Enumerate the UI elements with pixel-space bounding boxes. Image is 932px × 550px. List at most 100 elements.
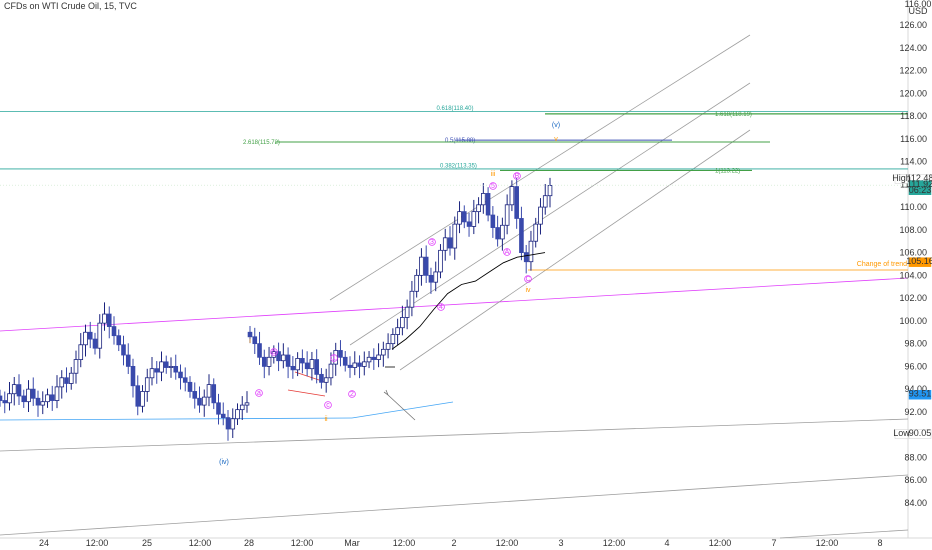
fib-label: 0.618(118.40) [437,106,474,112]
blue-support-2 [351,401,454,419]
candle-body [419,256,424,276]
candle-body [528,240,534,263]
y-tick-label: 102.00 [899,293,927,303]
wave-label: 2 [350,391,354,398]
candle-body [314,359,319,375]
candle-body [533,223,539,242]
candle-body [30,388,36,399]
lower-trend-line-3 [779,529,909,539]
fib-label: 0.382(113.35) [440,163,477,169]
candle-body [276,351,281,362]
candle-body [206,384,212,398]
candle-body [211,384,217,404]
candle-body [182,377,188,383]
candle-body [376,354,381,360]
x-tick-label: 4 [664,538,669,548]
chart-title: CFDs on WTI Crude Oil, 15, TVC [4,1,137,11]
candle-body [192,391,198,399]
candle-body [106,313,112,327]
lower-trend-line-2 [0,474,909,536]
x-tick-label: 12:00 [291,538,314,548]
candle-body [78,344,84,360]
candle-body [235,409,240,420]
price-tag-box [908,180,932,195]
candle-body [357,362,362,367]
candle-body [542,195,548,208]
y-tick-label: 100.00 [899,316,927,326]
candle-body [73,359,79,374]
candle-body [481,193,486,206]
y-top-label: 116.00 [905,0,932,9]
wave-text: (iv) [219,459,229,466]
y-tick-label: 92.00 [904,407,927,417]
x-tick-label: 12:00 [86,538,109,548]
candle-body [504,204,510,226]
candle-body [121,344,126,356]
candle-body [281,354,286,362]
candle-body [54,386,60,401]
wave-label: C [525,276,530,283]
wave-label: a [257,390,261,397]
y-tick-label: 94.00 [904,384,927,394]
wave-circle [270,348,278,356]
y-tick-label: 106.00 [899,248,927,258]
candle-body [438,249,443,273]
candle-body [140,391,145,407]
wave-text: (v) [552,122,560,129]
candle-body [485,193,491,216]
x-tick-label: 2 [451,538,456,548]
price-tag-label: Low [893,428,910,438]
candle-body [442,237,448,251]
wave-text: iii [491,171,496,178]
price-tag-label-box [894,429,909,439]
candle-body [338,350,343,358]
candle-body [395,327,400,335]
candle-body [538,206,543,225]
wave-text: iv [525,287,531,294]
y-tick-label: 124.00 [899,43,927,53]
y-tick-label: 110.00 [900,202,927,212]
x-tick-label: 12:00 [189,538,212,548]
channel-middle [349,82,751,346]
candle-body [40,401,46,406]
wave-circle [524,275,532,283]
price-tag-label: High [892,173,911,183]
price-tag-value: 90.05 [909,428,932,438]
candle-body [87,331,93,340]
x-tick-label: 7 [771,538,776,548]
blue-support-1 [0,417,353,421]
price-tag-box [908,257,932,267]
fib-label: 0.5(115.88) [445,138,475,144]
candle-body [187,381,193,392]
y-tick-label: 116.00 [900,134,927,144]
moving-average-line [391,252,546,350]
candle-body [49,394,55,401]
candle-body [111,326,117,337]
candle-body [471,211,477,227]
x-tick-label: 12:00 [496,538,519,548]
wave-label: 3 [430,239,434,246]
channel-upper [329,34,751,301]
wave-text: v [554,136,558,143]
candle-body [201,396,207,406]
candle-body [347,364,353,368]
wave-circle [503,248,511,256]
x-tick-label: 28 [244,538,254,548]
candle-body [371,356,377,360]
candle-body [385,343,391,350]
candle-body [149,368,155,379]
candle-body [381,348,386,356]
price-tag-box [908,389,932,400]
price-tag-box [908,429,932,439]
x-tick-label: 12:00 [393,538,416,548]
candle-body [304,362,310,370]
candle-body [45,394,50,403]
x-tick-label: 25 [142,538,152,548]
candle-body [2,400,8,404]
candle-body [35,397,41,406]
lower-trend-line-1 [0,418,909,452]
y-tick-label: 126.00 [899,20,927,30]
candle-body [244,402,250,406]
